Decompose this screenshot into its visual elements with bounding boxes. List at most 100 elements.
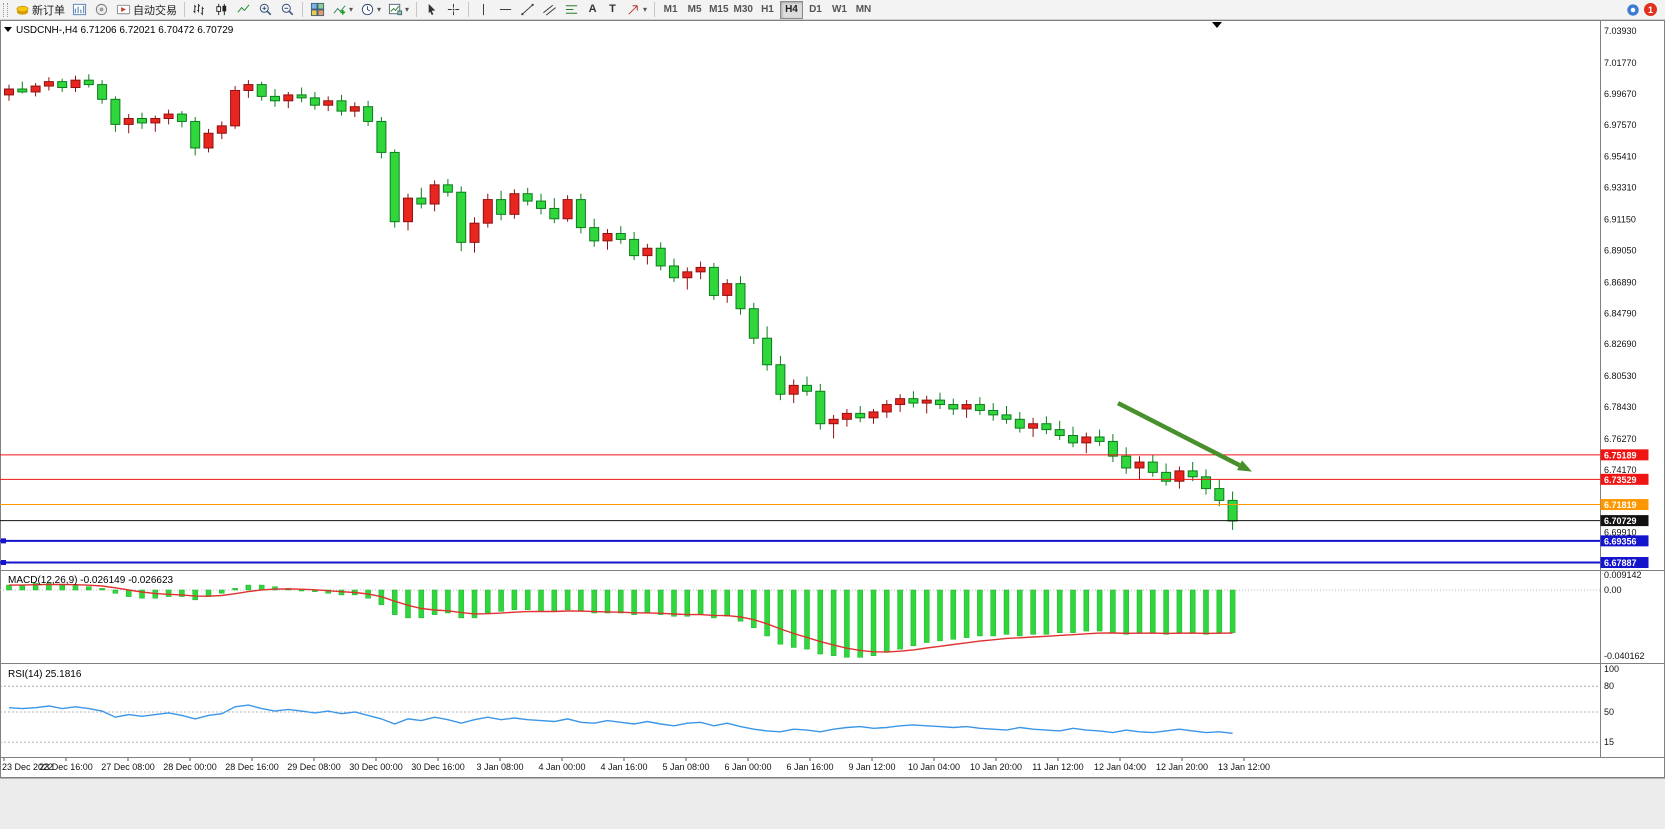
cursor-button[interactable]	[421, 1, 442, 19]
macd-bar	[431, 589, 438, 615]
new-order-label: 新订单	[32, 4, 65, 17]
candle-up	[562, 199, 573, 220]
notification-badge[interactable]: 1	[1644, 3, 1657, 16]
price-badge-label: 6.71819	[1604, 500, 1637, 510]
line-handle[interactable]	[1, 538, 6, 544]
auto-trading-button[interactable]: 自动交易	[113, 1, 180, 19]
macd-bar	[724, 589, 730, 617]
candle-down	[1014, 418, 1025, 429]
macd-bar	[578, 589, 584, 612]
candle-down	[110, 98, 121, 125]
macd-bar	[884, 589, 890, 653]
bar-chart-button[interactable]	[189, 1, 210, 19]
rsi-axis-label: 15	[1604, 737, 1614, 747]
macd-title: MACD(12,26,9) -0.026149 -0.026623	[8, 575, 174, 586]
line-handle[interactable]	[1, 560, 6, 566]
timeframe-button-h1[interactable]: H1	[756, 1, 779, 19]
price-axis-label: 7.01770	[1604, 58, 1637, 68]
timeframe-button-h4[interactable]: H4	[779, 0, 803, 19]
chart-canvas[interactable]: 7.03930 7.01770 6.99670 6.97570 6.95410 6.933…	[0, 20, 1665, 778]
candle-down	[442, 184, 453, 193]
text-tool-button[interactable]: A	[583, 1, 602, 19]
line-chart-button[interactable]	[233, 1, 254, 19]
candle-up	[695, 266, 706, 273]
candle-down	[935, 399, 945, 406]
time-axis-label: 9 Jan 12:00	[848, 762, 895, 772]
candle-down	[1054, 429, 1065, 437]
price-badge-label: 6.70729	[1604, 516, 1637, 526]
macd-bar	[564, 589, 571, 610]
timeframe-button-mn[interactable]: MN	[852, 1, 875, 19]
candle-up	[4, 88, 14, 96]
candle-down	[83, 79, 94, 86]
candle-down	[748, 308, 759, 339]
indicators-icon	[333, 5, 346, 15]
candle-down	[389, 151, 400, 223]
macd-bar	[112, 589, 119, 594]
macd-bar	[684, 589, 691, 617]
trendline-tool-button[interactable]	[517, 1, 538, 19]
candle-up	[482, 199, 493, 224]
macd-panel	[0, 583, 1600, 658]
timeframe-button-d1[interactable]: D1	[804, 1, 827, 19]
zoom-in-button[interactable]	[255, 1, 276, 19]
timeframe-button-m15[interactable]: M15	[707, 1, 730, 19]
candle-down	[549, 207, 560, 220]
time-axis-label: 28 Dec 16:00	[225, 762, 279, 772]
macd-bar	[950, 589, 957, 640]
macd-bar	[857, 589, 863, 658]
macd-bar	[551, 589, 558, 612]
charts-window-button[interactable]	[69, 1, 90, 19]
arrows-tool-button[interactable]: ▾	[623, 1, 650, 19]
candle-down	[97, 84, 108, 100]
chart-shift-marker-icon[interactable]	[1212, 22, 1222, 28]
macd-bar	[777, 589, 784, 645]
zoom-out-button[interactable]	[277, 1, 298, 19]
window-bottom-area	[0, 778, 1665, 829]
macd-bar	[445, 589, 451, 614]
horizontal-line-tool-button[interactable]	[495, 1, 516, 19]
periods-button[interactable]: ▾	[357, 1, 384, 19]
chart-menu-triangle-icon[interactable]	[4, 27, 12, 32]
fibonacci-tool-button[interactable]	[561, 1, 582, 19]
candles-layer	[4, 74, 1238, 530]
candle-up	[881, 404, 892, 413]
indicators-button[interactable]: ▾	[329, 1, 356, 19]
price-axis-label: 6.86890	[1604, 277, 1637, 287]
candle-up	[895, 398, 906, 406]
trend-arrow-head[interactable]	[1237, 460, 1252, 472]
trend-arrow[interactable]	[1116, 401, 1241, 468]
candle-down	[1227, 499, 1238, 522]
crosshair-button[interactable]	[443, 1, 464, 19]
navigator-button[interactable]	[91, 1, 112, 19]
candle-down	[296, 94, 307, 99]
channel-tool-button[interactable]	[539, 1, 560, 19]
candle-up	[123, 117, 134, 125]
candle-down	[522, 193, 533, 202]
dropdown-caret-icon: ▾	[643, 4, 648, 14]
community-icon[interactable]	[1626, 3, 1640, 17]
timeframe-button-m30[interactable]: M30	[732, 1, 755, 19]
candle-down	[336, 100, 347, 112]
vertical-line-tool-button[interactable]	[473, 1, 494, 19]
candle-down	[1041, 423, 1052, 431]
tile-windows-button[interactable]	[307, 1, 328, 19]
timeframe-button-w1[interactable]: W1	[828, 1, 851, 19]
price-badge	[1600, 557, 1649, 569]
new-order-button[interactable]: 新订单	[12, 1, 68, 19]
new-order-icon	[16, 5, 29, 15]
timeframe-button-m1[interactable]: M1	[659, 1, 682, 19]
candle-down	[1147, 461, 1158, 473]
candle-down	[802, 384, 812, 392]
candlestick-chart-button[interactable]	[211, 1, 232, 19]
templates-button[interactable]: ▾	[385, 1, 412, 19]
candle-up	[788, 384, 799, 395]
dropdown-caret-icon: ▾	[349, 4, 354, 14]
macd-bar	[1056, 589, 1063, 633]
label-tool-button[interactable]: T	[603, 1, 622, 19]
toolbar-grip[interactable]	[3, 2, 8, 17]
timeframe-button-m5[interactable]: M5	[683, 1, 706, 19]
chart-window[interactable]: 7.03930 7.01770 6.99670 6.97570 6.95410 6.933…	[0, 20, 1665, 778]
candle-down	[908, 398, 919, 404]
candle-up	[961, 404, 972, 410]
